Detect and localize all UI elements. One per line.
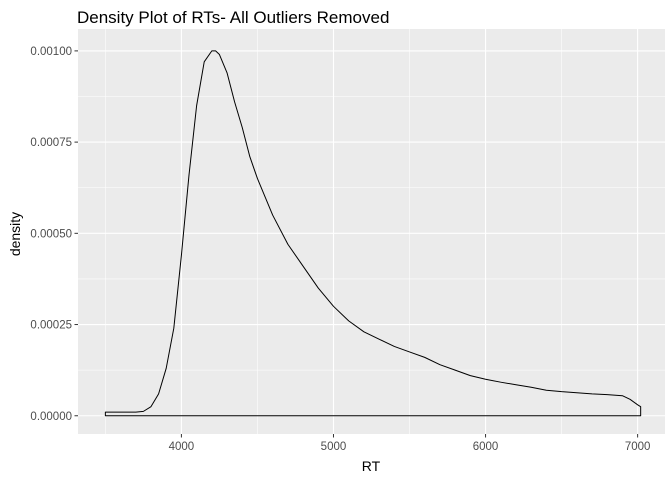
x-tick-label: 7000 xyxy=(625,441,651,453)
x-axis-title: RT xyxy=(362,458,381,474)
y-tick-label: 0.00000 xyxy=(30,411,72,423)
x-tick-label: 4000 xyxy=(169,441,195,453)
x-tick-label: 5000 xyxy=(321,441,347,453)
density-curve xyxy=(104,50,642,417)
y-tick-label: 0.00100 xyxy=(30,46,72,58)
plot-panel xyxy=(78,29,665,434)
y-axis: 0.00000 0.00025 0.00050 0.00075 0.00100 xyxy=(30,46,78,423)
y-tick-label: 0.00075 xyxy=(30,137,72,149)
minor-gridlines xyxy=(78,29,665,434)
y-tick-label: 0.00050 xyxy=(30,228,72,240)
chart-title: Density Plot of RTs- All Outliers Remove… xyxy=(77,8,389,27)
y-tick-label: 0.00025 xyxy=(30,320,72,332)
x-tick-label: 6000 xyxy=(473,441,499,453)
y-axis-title: density xyxy=(7,212,23,256)
x-axis: 4000 5000 6000 7000 xyxy=(169,434,651,453)
